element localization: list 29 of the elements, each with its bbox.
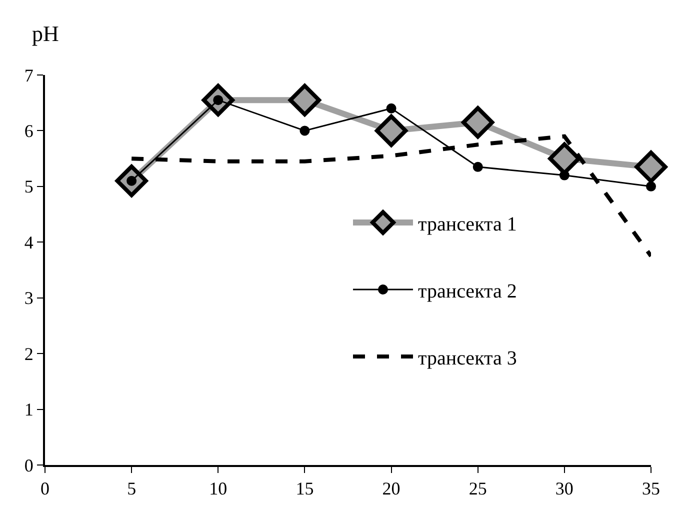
y-tick-label: 6 bbox=[24, 121, 34, 142]
y-axis-title: pH bbox=[32, 21, 59, 46]
point bbox=[300, 126, 310, 136]
point bbox=[634, 150, 668, 184]
x-tick-label: 20 bbox=[382, 478, 400, 499]
legend-label: трансекта 2 bbox=[418, 280, 517, 302]
legend-label: трансекта 1 bbox=[418, 213, 517, 236]
x-tick-label: 5 bbox=[127, 478, 136, 499]
x-tick-label: 15 bbox=[296, 478, 314, 499]
legend-label: трансекта 3 bbox=[418, 347, 517, 370]
y-tick-label: 4 bbox=[24, 232, 34, 252]
point bbox=[386, 103, 396, 114]
x-tick-label: 25 bbox=[468, 478, 487, 499]
y-tick-label: 3 bbox=[24, 288, 34, 308]
y-tick-label: 0 bbox=[24, 455, 34, 476]
x-tick-label: 35 bbox=[642, 478, 660, 499]
y-tick-label: 1 bbox=[24, 400, 34, 420]
x-tick-label: 30 bbox=[555, 478, 574, 499]
point bbox=[559, 170, 570, 180]
y-tick-label: 7 bbox=[24, 65, 34, 86]
point bbox=[462, 106, 494, 139]
point bbox=[288, 84, 322, 116]
point bbox=[374, 114, 408, 148]
point bbox=[646, 181, 656, 192]
x-tick-label: 10 bbox=[209, 478, 228, 499]
y-tick-label: 2 bbox=[24, 344, 34, 364]
y-tick-label: 5 bbox=[24, 176, 34, 197]
x-tick-label: 0 bbox=[40, 478, 50, 499]
point bbox=[472, 162, 483, 172]
